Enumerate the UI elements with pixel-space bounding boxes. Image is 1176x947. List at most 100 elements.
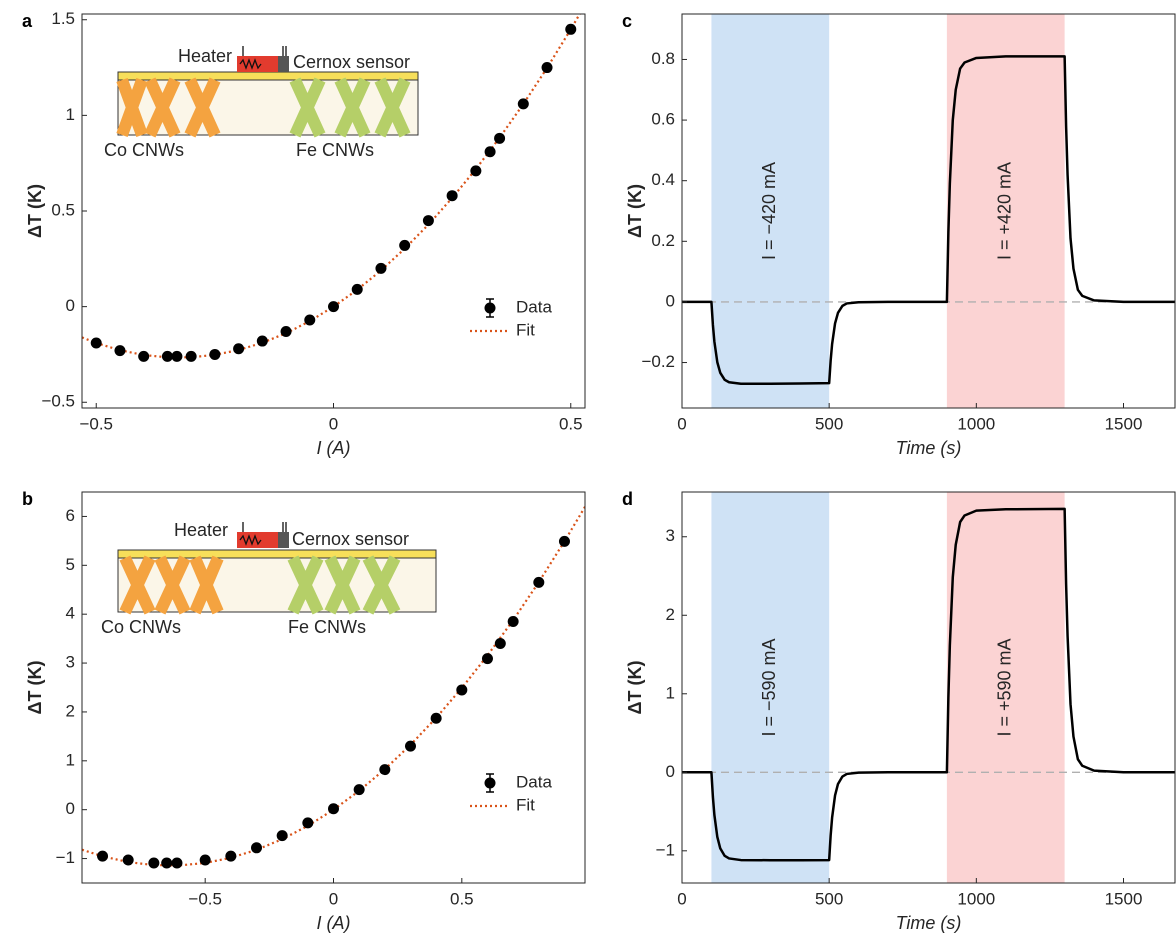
y-tick-label: −0.5	[41, 392, 75, 411]
panel-label: c	[622, 11, 632, 31]
x-tick-label: −0.5	[79, 414, 113, 433]
inset-label: Fe CNWs	[296, 140, 374, 160]
x-tick-label: 500	[815, 889, 843, 908]
inset-schematic: Heater Cernox sensor Co CNWs Fe CNWs	[104, 46, 419, 160]
y-tick-label: −1	[56, 848, 75, 867]
data-point	[161, 857, 173, 869]
y-tick-label: 0.5	[51, 200, 75, 219]
span-label: I = +420 mA	[995, 162, 1015, 260]
x-tick-label: 0.5	[559, 414, 583, 433]
data-point	[304, 314, 316, 326]
legend-label: Data	[516, 772, 552, 791]
inset-label: Co CNWs	[104, 140, 184, 160]
data-point	[541, 62, 553, 74]
y-tick-label: 0.2	[651, 231, 675, 250]
data-point	[148, 857, 160, 869]
y-axis-label: ΔT (K)	[625, 661, 645, 715]
data-point	[328, 301, 339, 313]
x-axis-label: I (A)	[317, 913, 351, 933]
data-point	[97, 850, 109, 862]
y-tick-label: 2	[66, 701, 75, 720]
x-tick-label: −0.5	[188, 889, 222, 908]
y-tick-label: 3	[66, 653, 75, 672]
y-axis-label: ΔT (K)	[625, 184, 645, 238]
panel-label: a	[22, 11, 33, 31]
span-label: I = −420 mA	[759, 162, 779, 260]
inset-label: Cernox sensor	[293, 52, 410, 72]
chart-panel: −0.5 0 0.5 −0.5 0 0.5 1 1.5 I (A) ΔT (K) a Data Fit	[22, 9, 586, 458]
x-tick-label: 1500	[1105, 889, 1143, 908]
y-tick-label: 0	[66, 296, 75, 315]
x-axis-label: I (A)	[317, 438, 351, 458]
data-point	[517, 98, 529, 110]
fit-line	[82, 14, 582, 359]
shaded-span	[946, 492, 1065, 883]
panel-label: d	[622, 489, 633, 509]
legend: Data Fit	[470, 772, 552, 814]
data-point	[375, 262, 387, 274]
y-axis-label: ΔT (K)	[25, 184, 45, 238]
chart-panel: I = −590 mA I = +590 mA 0 500 1000 1500 −1 0 1 2 3…	[622, 489, 1176, 933]
data-point	[507, 616, 519, 628]
data-point	[422, 215, 434, 227]
y-tick-label: 4	[66, 604, 75, 623]
plot-area	[682, 14, 1175, 408]
y-tick-label: −1	[656, 840, 675, 859]
chart-panel: −0.5 0 0.5 −1 0 1 2 3 4 5 6 I (A) ΔT (K) b Data Fit	[22, 489, 586, 933]
legend-label: Fit	[516, 320, 535, 339]
data-point	[114, 345, 126, 357]
data-point	[484, 146, 496, 158]
data-point	[470, 165, 482, 177]
data-point	[351, 283, 363, 295]
axes-frame	[681, 491, 1176, 884]
y-tick-label: 5	[66, 555, 75, 574]
y-tick-label: 0.6	[651, 110, 675, 129]
data-point	[122, 854, 134, 866]
x-tick-label: 1000	[957, 889, 995, 908]
y-tick-label: 0	[666, 291, 675, 310]
data-point	[161, 350, 173, 362]
data-point	[276, 830, 288, 842]
data-point	[209, 348, 221, 360]
y-tick-label: 6	[66, 506, 75, 525]
data-point	[256, 335, 268, 347]
y-tick-label: 0	[666, 762, 675, 781]
data-point	[430, 712, 442, 724]
x-axis-label: Time (s)	[896, 438, 962, 458]
data-point	[558, 535, 570, 547]
x-tick-label: 0	[677, 414, 686, 433]
data-point	[233, 343, 245, 355]
y-tick-label: 2	[666, 605, 675, 624]
data-point	[404, 740, 416, 752]
panel-label: b	[22, 489, 33, 509]
y-tick-label: −0.2	[641, 352, 675, 371]
data-point	[225, 850, 237, 862]
data-point	[456, 684, 468, 696]
plot-area	[82, 506, 585, 869]
span-label: I = +590 mA	[995, 638, 1015, 736]
data-point	[494, 132, 506, 144]
data-point	[481, 653, 493, 665]
data-point	[90, 337, 102, 349]
span-label: I = −590 mA	[759, 638, 779, 736]
data-point	[494, 638, 506, 650]
data-line	[682, 55, 1175, 385]
y-tick-label: 1	[66, 750, 75, 769]
x-tick-label: 0	[677, 889, 686, 908]
data-point	[138, 350, 150, 362]
legend-label: Data	[516, 297, 552, 316]
inset-label: Heater	[174, 520, 228, 540]
y-axis-label: ΔT (K)	[25, 661, 45, 715]
inset-schematic: Heater Cernox sensor Co CNWs Fe CNWs	[101, 520, 437, 637]
y-tick-label: 1	[66, 105, 75, 124]
data-point	[280, 325, 292, 337]
inset-label: Cernox sensor	[292, 529, 409, 549]
y-tick-label: 0.4	[651, 170, 675, 189]
shaded-span	[946, 14, 1065, 408]
data-point	[251, 842, 263, 854]
data-point	[171, 350, 183, 362]
y-tick-label: 1	[666, 683, 675, 702]
y-tick-label: 0	[66, 799, 75, 818]
plot-area	[682, 492, 1175, 883]
